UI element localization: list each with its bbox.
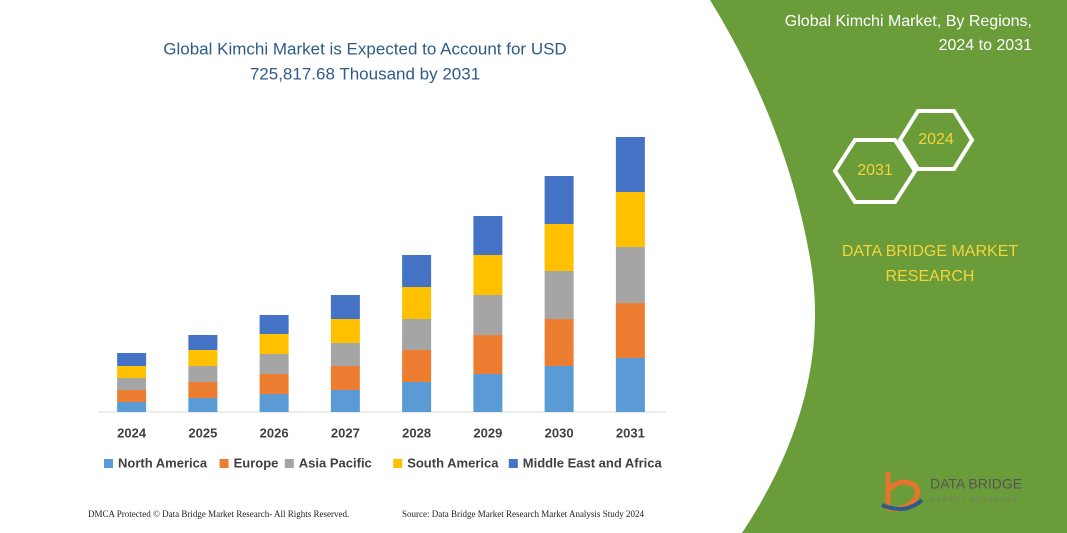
chart-title: 725,817.68 Thousand by 2031 <box>250 64 480 83</box>
bar-segment <box>330 319 360 343</box>
side-panel <box>710 0 1067 533</box>
bar-segment <box>544 319 574 366</box>
hex-label: 2024 <box>918 131 954 148</box>
bar-segment <box>473 216 503 255</box>
hexagon <box>832 138 918 204</box>
panel-title: 2024 to 2031 <box>939 37 1033 54</box>
bar-segment <box>117 366 147 378</box>
bar-segment <box>402 319 432 350</box>
bar-segment <box>615 247 645 303</box>
bar-segment <box>615 303 645 358</box>
bar-segment <box>473 295 503 335</box>
bar-segment <box>188 382 218 398</box>
x-tick-label: 2026 <box>260 425 289 440</box>
bar-segment <box>473 335 503 374</box>
panel-title: Global Kimchi Market, By Regions, <box>785 13 1032 30</box>
footer-text: Source: Data Bridge Market Research Mark… <box>402 509 644 519</box>
x-tick-label: 2025 <box>188 425 217 440</box>
bar-segment <box>544 224 574 271</box>
bar-segment <box>544 271 574 319</box>
x-tick-label: 2027 <box>331 425 360 440</box>
bar-segment <box>402 350 432 382</box>
logo-name: DATA BRIDGE <box>930 476 1022 492</box>
bar-segment <box>402 287 432 319</box>
legend-label: North America <box>118 455 208 470</box>
legend-swatch <box>508 459 518 468</box>
logo-mark <box>881 498 924 511</box>
bar-segment <box>330 390 360 412</box>
bar-segment <box>615 358 645 412</box>
bar-segment <box>402 382 432 412</box>
x-tick-label: 2024 <box>117 425 147 440</box>
brand-text: DATA BRIDGE MARKET <box>842 243 1019 260</box>
logo-tagline: MARKET RESEARCH <box>930 498 1020 504</box>
bar-segment <box>259 354 289 374</box>
bar-segment <box>259 315 289 334</box>
legend-swatch <box>219 459 229 468</box>
chart-title: Global Kimchi Market is Expected to Acco… <box>163 39 566 58</box>
legend-label: South America <box>407 455 499 470</box>
bar-segment <box>259 334 289 354</box>
legend-swatch <box>104 459 113 468</box>
bar-segment <box>330 295 360 319</box>
legend-swatch <box>284 459 294 468</box>
bar-segment <box>330 343 360 366</box>
x-tick-label: 2028 <box>402 425 431 440</box>
bar-segment <box>402 255 432 287</box>
bar-segment <box>188 335 218 350</box>
bar-segment <box>117 390 147 402</box>
bar-segment <box>259 374 289 394</box>
bar-segment <box>117 378 147 390</box>
bar-segment <box>117 353 147 366</box>
legend-swatch <box>393 459 403 468</box>
legend-label: Europe <box>234 455 279 470</box>
bar-segment <box>117 402 147 412</box>
bar-segment <box>473 374 503 412</box>
x-tick-label: 2030 <box>545 425 574 440</box>
brand-text: RESEARCH <box>886 268 975 285</box>
bar-segment <box>330 366 360 390</box>
x-tick-label: 2029 <box>473 425 502 440</box>
legend-label: Asia Pacific <box>299 455 372 470</box>
bar-segment <box>615 137 645 192</box>
bar-segment <box>259 394 289 412</box>
bar-segment <box>473 255 503 295</box>
bar-segment <box>188 398 218 412</box>
x-tick-label: 2031 <box>616 425 645 440</box>
bar-segment <box>544 176 574 224</box>
bar-segment <box>544 366 574 412</box>
bar-segment <box>188 350 218 366</box>
footer-text: DMCA Protected © Data Bridge Market Rese… <box>88 509 349 519</box>
legend-label: Middle East and Africa <box>523 455 663 470</box>
bar-segment <box>615 192 645 247</box>
bar-segment <box>188 366 218 382</box>
hex-label: 2031 <box>857 162 893 179</box>
hexagon <box>897 109 975 171</box>
